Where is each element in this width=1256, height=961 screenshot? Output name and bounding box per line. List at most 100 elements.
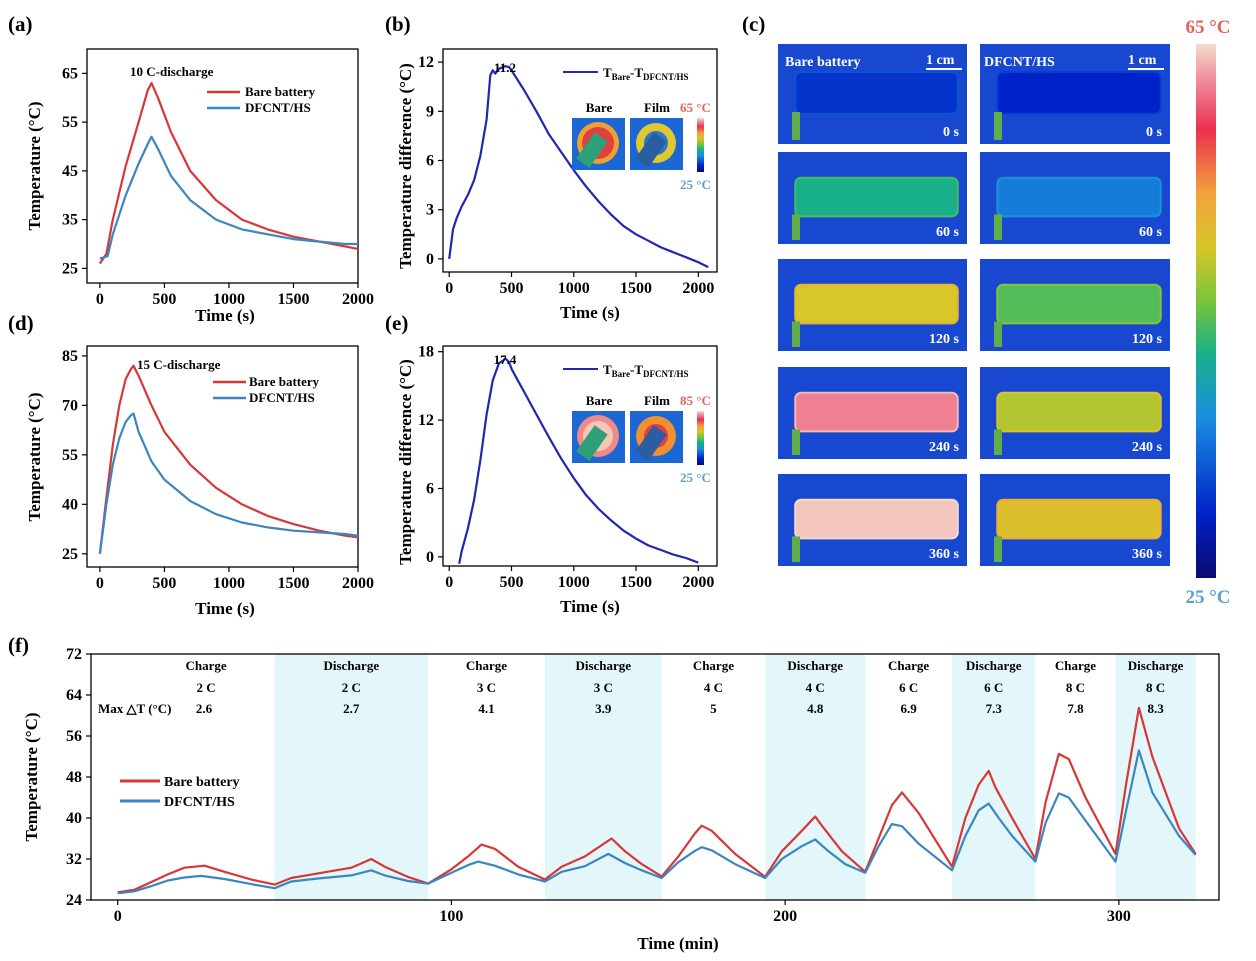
y-tick-label: 64 [66, 687, 82, 704]
stage-mode-label: Charge [693, 658, 734, 673]
stage-max-dt-label: 6.9 [901, 701, 918, 716]
plot-frame [86, 345, 359, 568]
colorbar-max: 65 °C [1185, 17, 1230, 38]
inset-b: Bare Film 65 °C 25 °C [572, 100, 711, 192]
ylabel-e: Temperature difference (°C) [396, 359, 415, 565]
x-tick-label: 0 [96, 575, 104, 592]
xlabel-b: Time (s) [560, 303, 620, 322]
stage-mode-label: Discharge [966, 658, 1022, 673]
probe-wire [994, 536, 1002, 562]
y-tick-label: 48 [66, 769, 82, 786]
series-line-dfcnt-hs [99, 135, 358, 260]
battery-thermal-bare [794, 498, 959, 540]
y-tick-label: 25 [62, 546, 78, 563]
battery-thermal-bare [794, 283, 959, 325]
thermal-title-bare: Bare battery [785, 55, 861, 70]
stage-rate-label: 2 C [342, 680, 361, 695]
stage-mode-label: Charge [466, 658, 507, 673]
stage-mode-label: Charge [186, 658, 227, 673]
series-line-t-bare-t-dfcnt-hs [458, 357, 699, 564]
series-line-t-bare-t-dfcnt-hs [448, 65, 709, 269]
y-tick-label: 24 [66, 892, 82, 909]
y-tick-label: 12 [418, 54, 434, 71]
ylabel-f: Temperature (°C) [22, 712, 41, 841]
time-label-bare: 120 s [929, 332, 960, 347]
x-tick-label: 500 [500, 280, 524, 297]
time-label-film: 240 s [1132, 440, 1163, 455]
x-tick-label: 1500 [620, 574, 652, 591]
panel-label-d: (d) [8, 311, 34, 335]
stage-rate-label: 6 C [984, 680, 1003, 695]
y-tick-label: 25 [62, 260, 78, 277]
y-tick-label: 18 [418, 344, 434, 361]
legend-label-e: TBare-TDFCNT/HS [603, 362, 689, 379]
inset-colorbar-b [697, 118, 704, 172]
stage-mode-label: Discharge [1128, 658, 1184, 673]
stage-rate-label: 3 C [594, 680, 613, 695]
stage-rate-label: 2 C [197, 680, 216, 695]
x-tick-label: 0 [114, 908, 122, 925]
probe-wire [994, 112, 1002, 140]
time-label-film: 0 s [1146, 125, 1163, 140]
probe-wire [792, 536, 800, 562]
y-tick-label: 56 [66, 728, 82, 745]
chart-d: 0 500 1000 1500 2000 25 40 55 70 85 [62, 345, 374, 592]
time-label-film: 60 s [1139, 225, 1163, 240]
x-tick-label: 0 [445, 574, 453, 591]
thermal-colorbar [1196, 44, 1216, 578]
panel-label-e: (e) [385, 311, 408, 335]
inset-colorbar-e [697, 411, 704, 465]
probe-wire [792, 214, 800, 240]
y-tick-label: 72 [66, 646, 82, 663]
y-tick-label: 55 [62, 447, 78, 464]
y-tick-label: 0 [426, 251, 434, 268]
probe-wire [792, 112, 800, 140]
y-tick-label: 55 [62, 114, 78, 131]
time-label-bare: 60 s [936, 225, 960, 240]
stage-max-dt-label: 3.9 [595, 701, 612, 716]
inset-film-label-e: Film [644, 393, 670, 408]
legend-label-b: TBare-TDFCNT/HS [603, 65, 689, 82]
inset-holder-bare-b [576, 132, 608, 168]
stage-mode-label: Discharge [787, 658, 843, 673]
xlabel-f: Time (min) [637, 934, 718, 953]
probe-wire [994, 214, 1002, 240]
stage-max-dt-label: 5 [710, 701, 717, 716]
legend-label-dfcnt-f: DFCNT/HS [164, 795, 235, 810]
inset-min-b: 25 °C [680, 177, 711, 192]
annotation-d: 15 C-discharge [137, 357, 221, 372]
y-tick-label: 40 [62, 496, 78, 513]
inset-e: Bare Film 85 °C 25 °C [572, 393, 711, 485]
series-line-bare-battery [98, 364, 359, 554]
time-label-bare: 0 s [943, 125, 960, 140]
inset-min-e: 25 °C [680, 470, 711, 485]
x-tick-label: 1000 [213, 291, 245, 308]
y-tick-label: 6 [426, 153, 434, 170]
inset-max-e: 85 °C [680, 393, 711, 408]
x-tick-label: 2000 [682, 574, 714, 591]
panel-label-a: (a) [8, 12, 33, 36]
x-tick-label: 200 [773, 908, 797, 925]
stage-max-dt-label: 7.8 [1067, 701, 1084, 716]
x-tick-label: 500 [500, 574, 524, 591]
ylabel-d: Temperature (°C) [25, 392, 44, 521]
stage-max-dt-label: 4.1 [478, 701, 494, 716]
inset-bare-label-e: Bare [586, 393, 613, 408]
x-tick-label: 500 [152, 291, 176, 308]
stage-max-dt-label: 8.3 [1147, 701, 1164, 716]
y-tick-label: 0 [426, 549, 434, 566]
chart-b: 0 500 1000 1500 2000 0 3 6 9 12 [418, 48, 718, 297]
stage-max-dt-label: 2.7 [343, 701, 360, 716]
series-line-dfcnt-hs [117, 749, 1197, 895]
battery-thermal-bare [794, 391, 959, 433]
panel-label-f: (f) [8, 633, 29, 657]
stage-mode-label: Charge [888, 658, 929, 673]
stage-shade [544, 654, 662, 900]
plot-frame [442, 345, 718, 567]
y-tick-label: 70 [62, 397, 78, 414]
x-tick-label: 0 [445, 280, 453, 297]
stage-rate-label: 8 C [1066, 680, 1085, 695]
probe-wire [792, 321, 800, 347]
legend-label-bare-a: Bare battery [245, 84, 316, 99]
probe-wire [994, 321, 1002, 347]
